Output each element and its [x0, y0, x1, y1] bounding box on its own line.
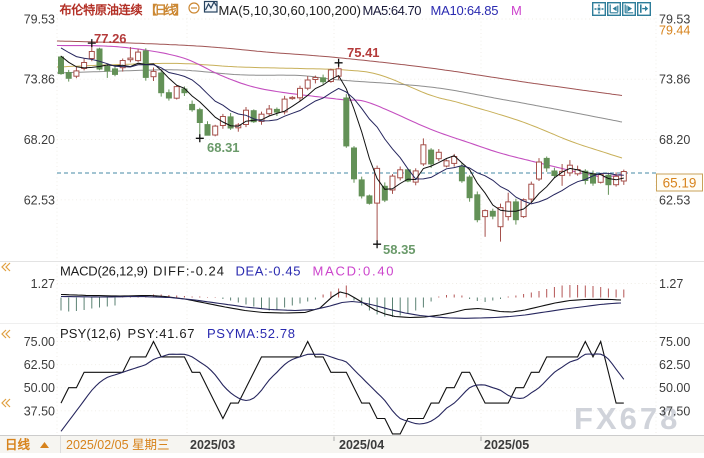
svg-text:2025/05: 2025/05 [484, 438, 529, 452]
svg-text:布伦特原油连续: 布伦特原油连续 [60, 2, 143, 17]
svg-text:PSY:41.67: PSY:41.67 [128, 326, 195, 341]
svg-text:68.31: 68.31 [207, 140, 240, 155]
svg-text:75.00: 75.00 [24, 335, 55, 349]
svg-text:2025/03: 2025/03 [190, 438, 235, 452]
svg-text:79.53: 79.53 [659, 13, 690, 27]
svg-text:2025/02/05 星期三: 2025/02/05 星期三 [66, 438, 170, 452]
svg-text:68.20: 68.20 [659, 133, 690, 147]
svg-text:73.86: 73.86 [24, 73, 55, 87]
svg-text:50.00: 50.00 [24, 381, 55, 395]
svg-text:MACD(26,12,9): MACD(26,12,9) [60, 264, 148, 279]
svg-text:62.53: 62.53 [24, 193, 55, 207]
svg-text:75.00: 75.00 [659, 335, 690, 349]
svg-text:2025/04: 2025/04 [339, 438, 384, 452]
svg-text:1.27: 1.27 [659, 277, 683, 291]
svg-text:58.35: 58.35 [383, 242, 416, 257]
svg-text:PSY(12,6): PSY(12,6) [60, 326, 121, 341]
svg-text:DIFF:-0.24: DIFF:-0.24 [153, 264, 224, 279]
svg-text:68.20: 68.20 [24, 133, 55, 147]
svg-text:PSYMA:52.78: PSYMA:52.78 [207, 326, 295, 341]
svg-text:FX678: FX678 [574, 401, 680, 436]
svg-text:37.50: 37.50 [24, 404, 55, 418]
svg-text:1.27: 1.27 [31, 277, 55, 291]
svg-text:日线: 日线 [5, 437, 31, 452]
svg-text:79.44: 79.44 [659, 24, 690, 38]
svg-text:DEA:-0.45: DEA:-0.45 [236, 264, 301, 279]
svg-text:MA(5,10,30,60,100,200): MA(5,10,30,60,100,200) [219, 3, 362, 18]
svg-text:50.00: 50.00 [659, 381, 690, 395]
svg-text:62.53: 62.53 [659, 193, 690, 207]
svg-text:79.53: 79.53 [24, 13, 55, 27]
svg-text:MA5:64.70: MA5:64.70 [363, 3, 422, 18]
svg-text:77.26: 77.26 [94, 31, 127, 46]
svg-text:62.50: 62.50 [659, 358, 690, 372]
svg-text:MACD:0.40: MACD:0.40 [313, 264, 394, 279]
svg-text:65.19: 65.19 [663, 176, 697, 191]
svg-text:M: M [511, 3, 522, 18]
svg-text:MA10:64.85: MA10:64.85 [431, 3, 499, 18]
svg-text:37.50: 37.50 [659, 404, 690, 418]
svg-text:73.86: 73.86 [659, 73, 690, 87]
svg-text:75.41: 75.41 [347, 45, 380, 60]
svg-text:【日线】: 【日线】 [145, 2, 186, 17]
svg-text:62.50: 62.50 [24, 358, 55, 372]
